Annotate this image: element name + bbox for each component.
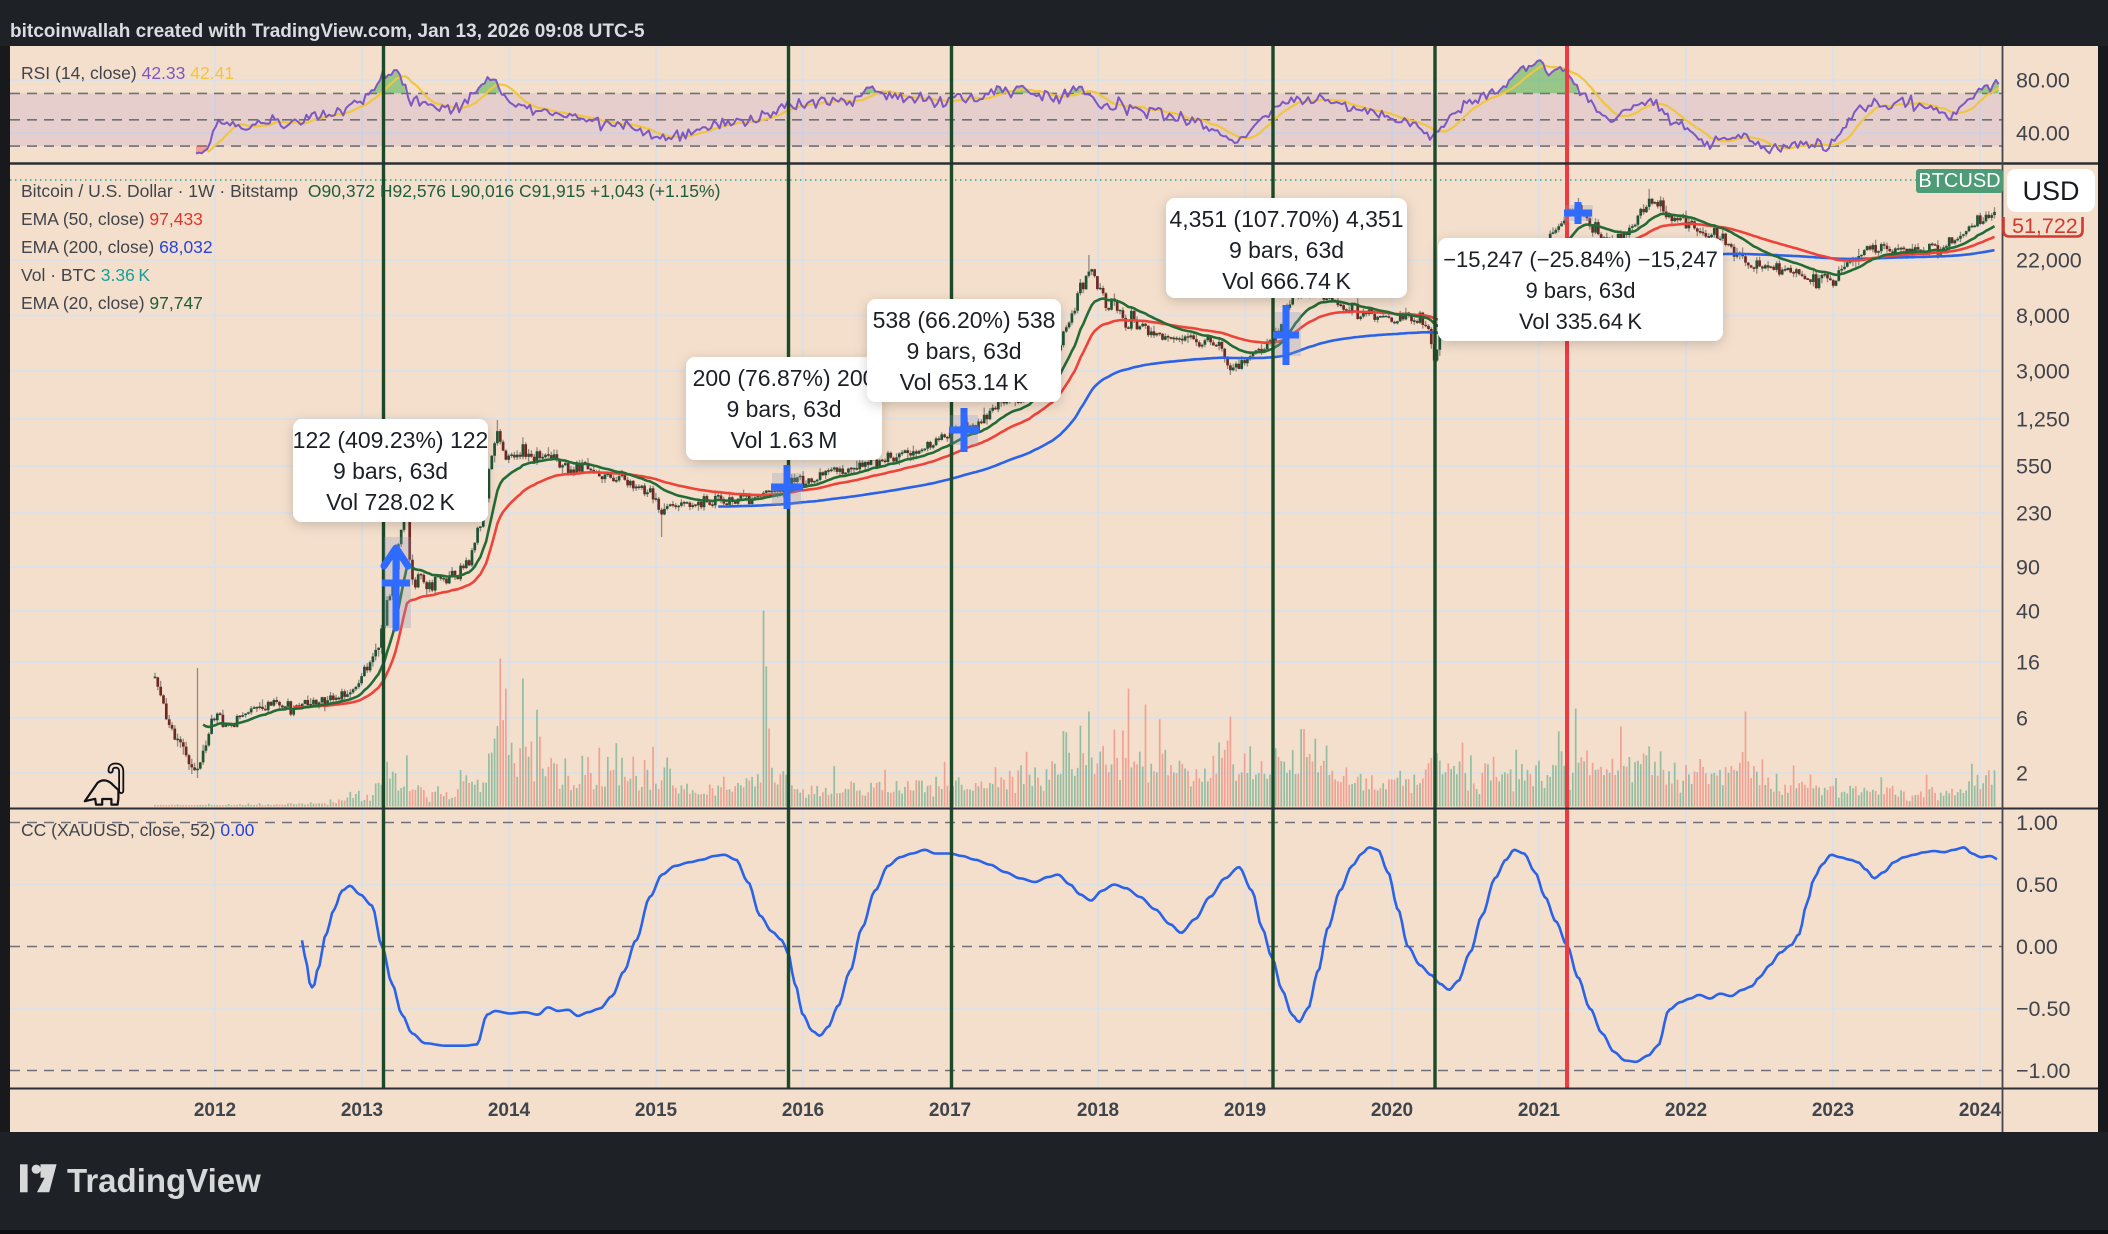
- svg-text:9 bars, 63d: 9 bars, 63d: [1229, 237, 1344, 263]
- svg-text:6: 6: [2016, 707, 2028, 731]
- svg-text:TradingView: TradingView: [67, 1162, 261, 1199]
- svg-text:2017: 2017: [929, 1100, 971, 1121]
- svg-text:2013: 2013: [341, 1100, 383, 1121]
- svg-text:2018: 2018: [1077, 1100, 1119, 1121]
- svg-text:40: 40: [2016, 600, 2040, 624]
- svg-text:80.00: 80.00: [2016, 69, 2070, 93]
- svg-text:2016: 2016: [782, 1100, 824, 1121]
- svg-text:0.00: 0.00: [2016, 935, 2058, 959]
- svg-text:550: 550: [2016, 455, 2052, 479]
- svg-text:2014: 2014: [488, 1100, 531, 1121]
- svg-text:8,000: 8,000: [2016, 304, 2070, 328]
- svg-text:1.00: 1.00: [2016, 811, 2058, 835]
- svg-text:4,351 (107.70%) 4,351: 4,351 (107.70%) 4,351: [1169, 206, 1403, 232]
- svg-text:bitcoinwallah created with Tra: bitcoinwallah created with TradingView.c…: [10, 21, 645, 42]
- svg-text:9 bars, 63d: 9 bars, 63d: [726, 396, 841, 422]
- svg-text:2015: 2015: [635, 1100, 678, 1121]
- svg-text:EMA (200, close) 68,032: EMA (200, close) 68,032: [21, 237, 213, 257]
- svg-text:200 (76.87%) 200: 200 (76.87%) 200: [693, 365, 876, 391]
- svg-text:2020: 2020: [1371, 1100, 1413, 1121]
- svg-text:1,250: 1,250: [2016, 408, 2070, 432]
- svg-text:0.50: 0.50: [2016, 873, 2058, 897]
- svg-text:−15,247 (−25.84%) −15,247: −15,247 (−25.84%) −15,247: [1443, 247, 1718, 272]
- svg-text:230: 230: [2016, 502, 2052, 526]
- svg-text:122 (409.23%) 122: 122 (409.23%) 122: [293, 427, 489, 453]
- svg-text:22,000: 22,000: [2016, 249, 2082, 273]
- svg-text:2: 2: [2016, 762, 2028, 786]
- svg-text:EMA (20, close) 97,747: EMA (20, close) 97,747: [21, 293, 203, 313]
- svg-text:EMA (50, close) 97,433: EMA (50, close) 97,433: [21, 209, 203, 229]
- svg-text:40.00: 40.00: [2016, 122, 2070, 146]
- svg-text:2024: 2024: [1959, 1100, 2002, 1121]
- svg-text:Vol 728.02 K: Vol 728.02 K: [326, 489, 455, 515]
- svg-text:Vol 653.14 K: Vol 653.14 K: [900, 369, 1029, 395]
- svg-text:9 bars, 63d: 9 bars, 63d: [333, 458, 448, 484]
- svg-text:90: 90: [2016, 556, 2040, 580]
- svg-text:RSI (14, close) 42.33 42.41: RSI (14, close) 42.33 42.41: [21, 63, 234, 83]
- svg-text:3,000: 3,000: [2016, 360, 2070, 384]
- svg-text:Vol 666.74 K: Vol 666.74 K: [1222, 268, 1351, 294]
- svg-text:2019: 2019: [1224, 1100, 1266, 1121]
- svg-text:51,722: 51,722: [2012, 214, 2078, 238]
- svg-text:CC (XAUUSD, close, 52) 0.00: CC (XAUUSD, close, 52) 0.00: [21, 820, 255, 840]
- svg-text:USD: USD: [2022, 176, 2079, 206]
- svg-text:Vol 1.63 M: Vol 1.63 M: [731, 427, 838, 453]
- svg-text:9 bars, 63d: 9 bars, 63d: [906, 338, 1021, 364]
- svg-text:−0.50: −0.50: [2016, 997, 2070, 1021]
- svg-text:2022: 2022: [1665, 1100, 1707, 1121]
- svg-text:9 bars, 63d: 9 bars, 63d: [1525, 278, 1635, 303]
- svg-text:16: 16: [2016, 651, 2040, 675]
- svg-text:Vol 335.64 K: Vol 335.64 K: [1519, 309, 1642, 334]
- svg-text:BTCUSD: BTCUSD: [1918, 170, 2000, 192]
- svg-text:Vol · BTC 3.36 K: Vol · BTC 3.36 K: [21, 265, 150, 285]
- svg-text:2012: 2012: [194, 1100, 236, 1121]
- svg-text:538 (66.20%) 538: 538 (66.20%) 538: [873, 307, 1056, 333]
- svg-text:2021: 2021: [1518, 1100, 1561, 1121]
- svg-text:Bitcoin / U.S. Dollar · 1W · B: Bitcoin / U.S. Dollar · 1W · Bitstamp O9…: [21, 181, 720, 201]
- svg-text:2023: 2023: [1812, 1100, 1854, 1121]
- svg-text:−1.00: −1.00: [2016, 1059, 2070, 1083]
